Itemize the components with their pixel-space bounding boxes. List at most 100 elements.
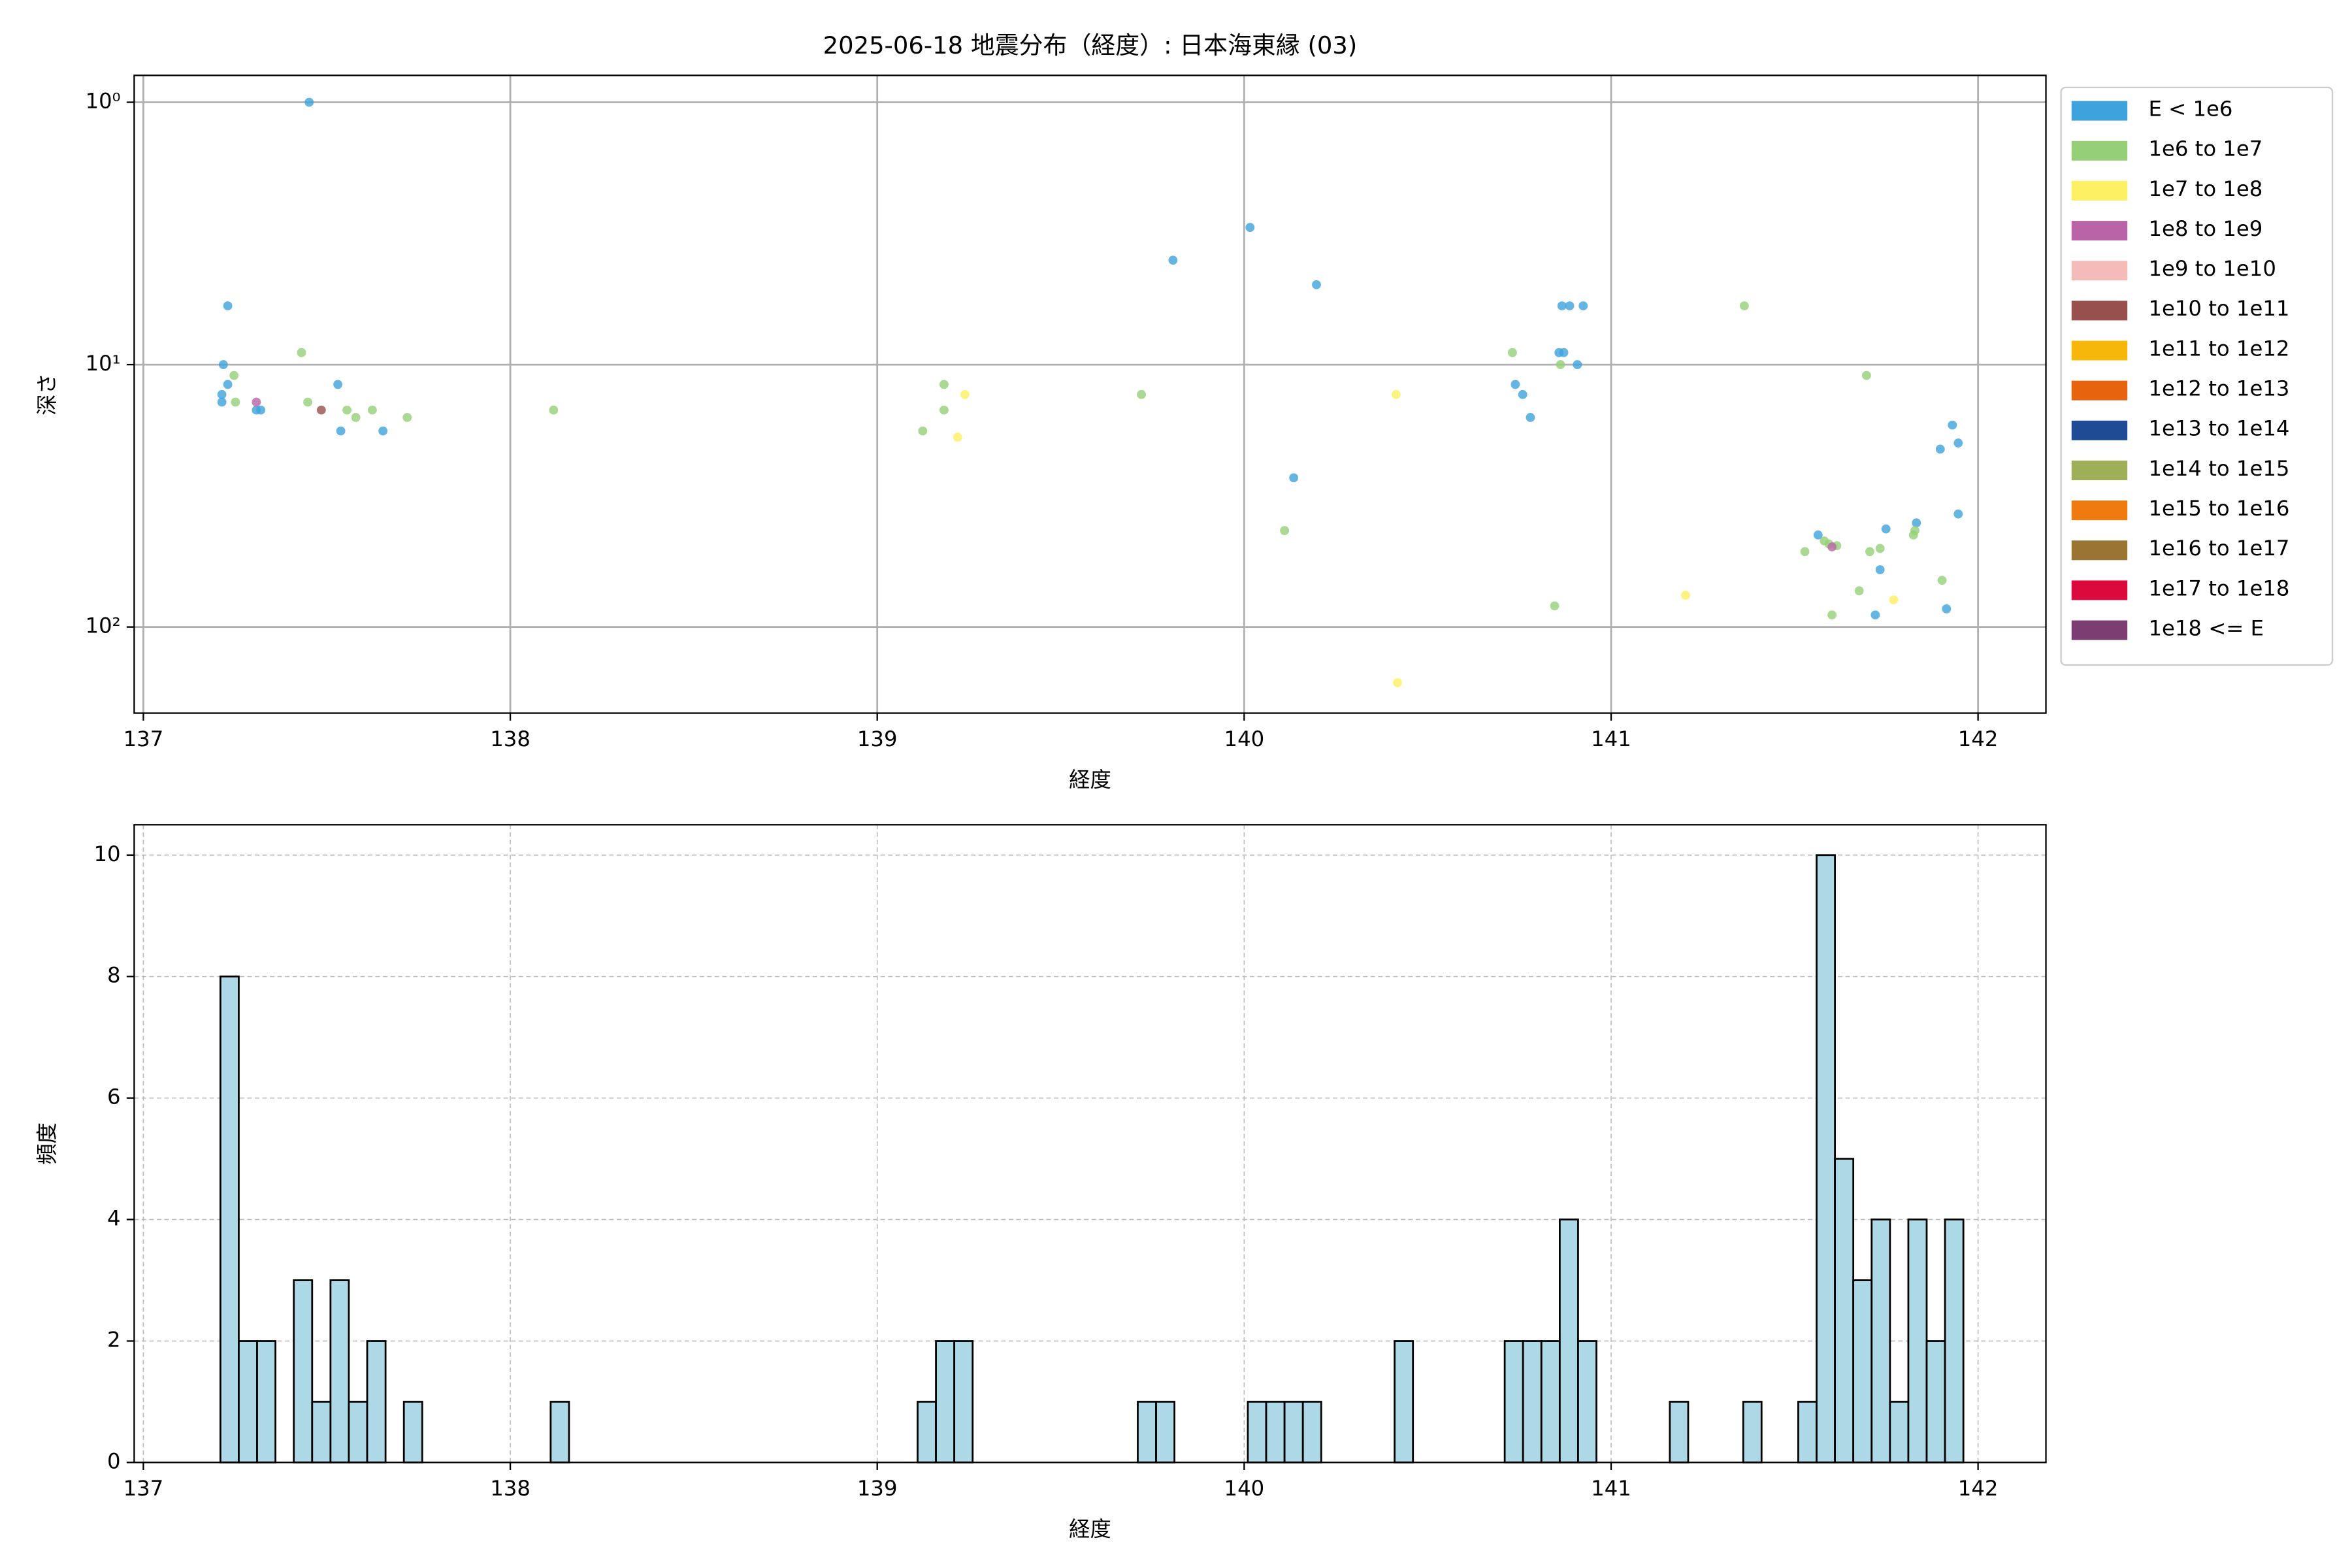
scatter-point <box>1912 518 1921 528</box>
scatter-point <box>304 97 314 107</box>
x-tick-label: 139 <box>857 1476 898 1501</box>
histogram-bar <box>1797 1401 1818 1463</box>
scatter-point <box>223 301 233 311</box>
scatter-point <box>1908 530 1918 540</box>
legend-swatch <box>2071 101 2128 121</box>
histogram-bar <box>1834 1158 1855 1463</box>
histogram-bar <box>1155 1401 1176 1463</box>
legend-swatch <box>2071 261 2128 281</box>
x-tick-label: 140 <box>1224 1476 1265 1501</box>
histogram-bar <box>549 1401 570 1463</box>
histogram-bar <box>1558 1218 1579 1463</box>
y-tick-label: 8 <box>107 963 121 988</box>
scatter-point <box>1681 591 1690 600</box>
histogram-bar <box>1522 1340 1543 1463</box>
histogram-bar <box>293 1279 314 1463</box>
histogram-bar <box>1816 854 1836 1463</box>
scatter-point <box>1565 301 1575 311</box>
scatter-point <box>1881 524 1891 534</box>
scatter-point <box>1578 301 1588 311</box>
scatter-point <box>1889 595 1899 605</box>
histogram-bar <box>348 1401 368 1463</box>
scatter-point <box>223 380 233 389</box>
legend-swatch <box>2071 380 2128 400</box>
x-tick-label: 142 <box>1958 727 1999 751</box>
y-tick-label: 10 <box>94 841 121 866</box>
scatter-point <box>1739 301 1749 311</box>
legend-swatch <box>2071 580 2128 600</box>
histogram-bar <box>1907 1218 1928 1463</box>
scatter-point <box>1557 301 1567 311</box>
x-axis-label: 経度 <box>1069 767 1111 792</box>
histogram-bar <box>1577 1340 1597 1463</box>
scatter-point <box>316 405 326 415</box>
legend-label: E < 1e6 <box>2148 96 2232 121</box>
scatter-point <box>1875 565 1885 574</box>
scatter-point <box>1559 348 1569 357</box>
legend-label: 1e14 to 1e15 <box>2148 456 2289 481</box>
scatter-point <box>1861 370 1871 380</box>
scatter-point <box>1865 547 1874 557</box>
scatter-point <box>939 380 949 389</box>
scatter-point <box>1391 389 1401 399</box>
chart-title: 2025-06-18 地震分布（経度）: 日本海東縁 (03) <box>823 31 1358 59</box>
histogram-bar <box>219 975 240 1463</box>
legend-label: 1e18 <= E <box>2148 615 2264 640</box>
histogram-bar <box>1925 1340 1946 1463</box>
legend-label: 1e7 to 1e8 <box>2148 176 2262 201</box>
scatter-point <box>1511 380 1520 389</box>
scatter-point <box>960 389 970 399</box>
histogram-bar <box>311 1401 332 1463</box>
scatter-point <box>303 397 312 407</box>
scatter-point <box>231 397 240 407</box>
scatter-point <box>1573 360 1582 370</box>
x-tick-label: 137 <box>123 727 164 751</box>
scatter-point <box>1935 444 1945 454</box>
scatter-point <box>1526 413 1535 422</box>
scatter-point <box>217 397 227 407</box>
histogram-bar <box>1852 1279 1873 1463</box>
scatter-point <box>367 405 377 415</box>
histogram-bar <box>1944 1218 1965 1463</box>
scatter-point <box>1937 576 1947 585</box>
x-tick-label: 138 <box>490 1476 531 1501</box>
scatter-point <box>953 433 962 442</box>
scatter-point <box>1827 542 1837 551</box>
scatter-point <box>336 426 346 436</box>
scatter-point <box>217 389 227 399</box>
plot-frame <box>133 824 2047 1463</box>
x-tick-label: 137 <box>123 1476 164 1501</box>
legend-swatch <box>2071 180 2128 201</box>
legend-swatch <box>2071 301 2128 321</box>
legend-swatch <box>2071 500 2128 521</box>
legend-label: 1e15 to 1e16 <box>2148 496 2289 521</box>
y-tick-label: 10⁰ <box>86 88 121 113</box>
histogram-bar <box>238 1340 258 1463</box>
legend-label: 1e17 to 1e18 <box>2148 576 2289 600</box>
histogram-bar <box>1301 1401 1322 1463</box>
scatter-point <box>918 426 928 436</box>
scatter-point <box>1953 509 1963 519</box>
legend-swatch <box>2071 340 2128 361</box>
scatter-point <box>1280 526 1290 535</box>
plot-frame <box>133 74 2047 714</box>
legend-label: 1e8 to 1e9 <box>2148 216 2262 241</box>
scatter-point <box>1289 473 1299 483</box>
legend-label: 1e16 to 1e17 <box>2148 536 2289 561</box>
scatter-point <box>402 413 412 422</box>
y-tick-label: 6 <box>107 1085 121 1109</box>
y-tick-label: 10² <box>86 613 121 638</box>
scatter-point <box>333 380 343 389</box>
x-axis-label: 経度 <box>1069 1516 1111 1541</box>
histogram-bar <box>402 1401 423 1463</box>
legend-swatch <box>2071 620 2128 640</box>
scatter-point <box>1137 389 1147 399</box>
scatter-point <box>229 370 239 380</box>
scatter-point <box>1518 389 1527 399</box>
scatter-point <box>256 405 266 415</box>
histogram-bar <box>1889 1401 1910 1463</box>
legend-label: 1e6 to 1e7 <box>2148 137 2262 161</box>
scatter-point <box>549 405 559 415</box>
